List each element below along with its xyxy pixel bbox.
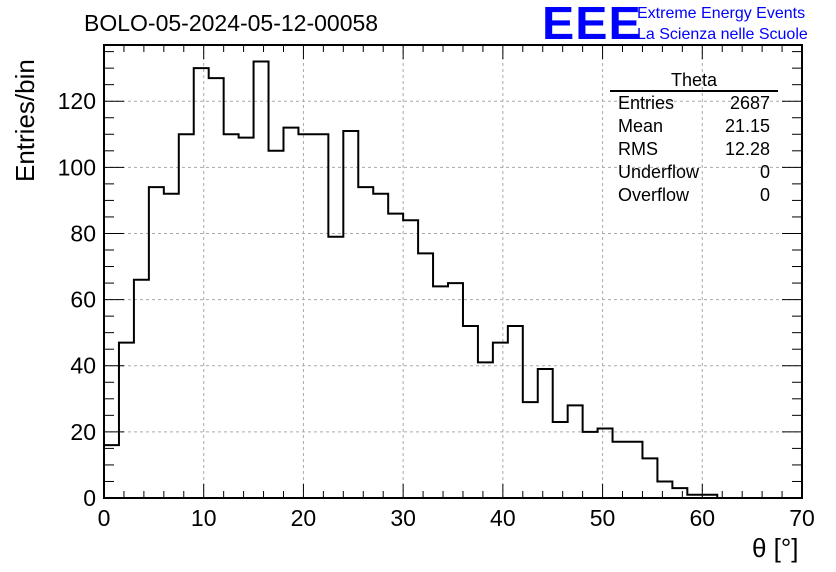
histogram-bin — [538, 369, 553, 498]
histogram-bin — [254, 62, 269, 498]
stats-value: 21.15 — [724, 116, 770, 136]
histogram-bin — [463, 326, 478, 498]
histogram-bin — [613, 442, 628, 498]
histogram-bin — [508, 326, 523, 498]
histogram-bin — [149, 187, 164, 498]
stats-value: 0 — [759, 185, 770, 205]
chart-title: BOLO-05-2024-05-12-00058 — [84, 10, 379, 36]
histogram-bin — [224, 134, 239, 498]
y-tick-label: 80 — [70, 220, 96, 246]
histogram-bin — [134, 280, 149, 498]
logo-line-1: Extreme Energy Events — [637, 5, 806, 22]
histogram-bin — [523, 402, 538, 498]
x-tick-label: 10 — [191, 505, 217, 531]
histogram-bin — [283, 128, 298, 498]
stats-value: 2687 — [729, 93, 770, 113]
stats-row-mean: Mean 21.15 — [610, 115, 778, 138]
histogram-bin — [628, 442, 643, 498]
histogram-bin — [104, 445, 119, 498]
histogram-bin — [164, 194, 179, 498]
stats-key: Entries — [618, 93, 675, 113]
histogram-bin — [403, 220, 418, 498]
histogram-bin — [433, 286, 448, 498]
x-axis-label: θ [°] — [752, 533, 799, 563]
x-tick-label: 40 — [490, 505, 516, 531]
histogram-bin — [194, 68, 209, 498]
histogram-bin — [448, 283, 463, 498]
histogram-bin — [418, 253, 433, 498]
x-tick-label: 30 — [390, 505, 416, 531]
stats-value: 0 — [759, 162, 770, 182]
eee-logo: EEE Extreme Energy Events La Scienza nel… — [542, 0, 834, 49]
y-tick-label: 100 — [58, 154, 96, 180]
histogram-bin — [672, 488, 687, 498]
x-tick-label: 70 — [789, 505, 815, 531]
y-axis-label: Entries/bin — [10, 59, 40, 182]
stats-title: Theta — [610, 70, 778, 92]
tick-labels: 0 10 20 30 40 50 60 70 0 20 40 60 80 100 120 — [58, 88, 815, 531]
histogram-bin — [657, 481, 672, 498]
histogram-bin — [179, 134, 194, 498]
axis-ticks — [103, 45, 803, 499]
stats-value: 12.28 — [724, 139, 770, 159]
histogram-series — [103, 60, 719, 498]
y-tick-label: 60 — [70, 287, 96, 313]
y-tick-label: 0 — [83, 485, 96, 511]
stats-key: RMS — [618, 139, 658, 159]
histogram-bin — [298, 134, 313, 498]
histogram-bin — [553, 422, 568, 498]
histogram-bin — [642, 458, 657, 498]
stats-key: Underflow — [618, 162, 700, 182]
logo-line-2: La Scienza nelle Scuole — [637, 26, 808, 43]
x-tick-label: 50 — [590, 505, 616, 531]
stats-row-overflow: Overflow 0 — [610, 184, 778, 207]
y-tick-label: 20 — [70, 419, 96, 445]
histogram-outline — [103, 60, 719, 498]
histogram-bin — [328, 237, 343, 498]
eee-logo-letters: EEE — [542, 0, 642, 49]
histogram-bin — [583, 432, 598, 498]
y-tick-label: 40 — [70, 353, 96, 379]
x-tick-label: 60 — [689, 505, 715, 531]
x-tick-label: 20 — [291, 505, 317, 531]
histogram-bin — [269, 151, 284, 498]
y-tick-label: 120 — [58, 88, 96, 114]
stats-row-entries: Entries 2687 — [610, 92, 778, 115]
stats-row-underflow: Underflow 0 — [610, 161, 778, 184]
histogram-bin — [568, 405, 583, 498]
plot-frame — [103, 44, 803, 499]
histogram-bin — [343, 131, 358, 498]
stats-key: Mean — [618, 116, 664, 136]
stats-row-rms: RMS 12.28 — [610, 138, 778, 161]
histogram-bin — [388, 214, 403, 498]
histogram-bin — [313, 134, 328, 498]
x-tick-label: 0 — [98, 505, 111, 531]
stats-box: Theta Entries 2687 Mean 21.15 RMS 12.28 … — [610, 70, 778, 207]
histogram-bin — [239, 138, 254, 498]
grid-lines — [104, 45, 802, 498]
histogram-bin — [478, 362, 493, 498]
stats-key: Overflow — [618, 185, 690, 205]
histogram-bin — [209, 78, 224, 498]
histogram-bin — [373, 194, 388, 498]
histogram-bin — [598, 429, 613, 498]
